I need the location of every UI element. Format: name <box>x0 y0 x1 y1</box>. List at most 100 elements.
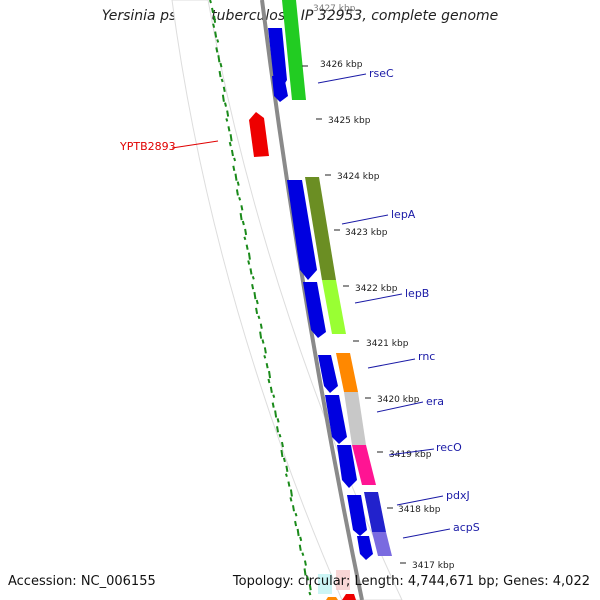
cds-arrow <box>357 536 373 560</box>
gc-tick <box>249 268 253 275</box>
gc-tick <box>263 354 267 359</box>
gene-label-rnc[interactable]: rnc <box>418 350 435 363</box>
gene-block-gray <box>344 392 366 445</box>
cds-arrow <box>303 282 326 338</box>
gc-tick <box>245 244 249 250</box>
gc-tick <box>287 481 291 487</box>
gc-tick <box>289 497 293 502</box>
gc-tick <box>251 284 255 290</box>
gc-tick <box>267 378 271 384</box>
kbp-label-3423: 3423 kbp <box>345 228 388 238</box>
gc-tick <box>306 576 310 581</box>
genome-stats: Topology: circular; Length: 4,744,671 bp… <box>232 574 590 589</box>
kbp-label-3424: 3424 kbp <box>337 172 380 182</box>
gc-tick <box>227 126 231 132</box>
gc-tick <box>215 47 219 53</box>
gene-labels: rseC YPTB2893 lepA lepB rnc era recO pdx… <box>119 67 480 539</box>
gene-label-era[interactable]: era <box>426 395 444 408</box>
kbp-label-3422: 3422 kbp <box>355 284 398 294</box>
gc-tick <box>222 86 226 93</box>
gene-block-olive <box>305 177 336 280</box>
gc-tick <box>241 220 245 226</box>
kbp-label-3419: 3419 kbp <box>389 450 432 460</box>
colored-gene-track <box>282 0 392 556</box>
gene-block-lime <box>322 280 346 334</box>
gene-label-recO[interactable]: recO <box>436 441 462 454</box>
gc-tick <box>251 275 255 280</box>
gc-tick <box>228 141 232 147</box>
gene-block-magenta <box>352 445 376 485</box>
gc-tick <box>240 205 244 211</box>
gc-tick <box>243 236 247 241</box>
gene-label-lepB[interactable]: lepB <box>405 287 429 300</box>
gc-tick <box>289 489 293 497</box>
gc-tick <box>298 544 302 551</box>
gc-tick <box>224 102 227 107</box>
gc-tick <box>276 426 280 433</box>
gc-tick <box>272 394 276 399</box>
gc-tick <box>216 39 220 43</box>
cds-arrow <box>347 495 367 536</box>
gene-block-lavender <box>372 532 392 556</box>
gc-tick <box>226 110 230 117</box>
cds-arrow <box>318 355 338 393</box>
gene-label-pdxJ[interactable]: pdxJ <box>446 489 470 502</box>
gene-YPTB2893-arrow <box>249 112 269 157</box>
gc-tick <box>261 339 265 344</box>
map-ring-band <box>171 0 403 600</box>
gc-tick <box>214 31 218 38</box>
cds-arrow <box>337 445 357 488</box>
gc-tick <box>274 410 278 418</box>
gc-tick <box>294 520 298 527</box>
gc-tick <box>292 505 295 512</box>
gc-tick <box>263 347 267 354</box>
kbp-label-3421: 3421 kbp <box>366 339 409 349</box>
gc-tick <box>230 149 234 157</box>
accession-label: Accession: NC_006155 <box>8 574 156 589</box>
gene-block-orange <box>336 353 358 392</box>
gc-tick <box>244 228 248 236</box>
gene-block-navy <box>364 492 386 532</box>
gc-tick <box>269 386 273 394</box>
kbp-label-3417: 3417 kbp <box>412 561 455 571</box>
gc-tick <box>259 331 263 339</box>
gene-label-lepA[interactable]: lepA <box>391 208 416 221</box>
gc-tick <box>282 457 286 463</box>
gc-tick <box>308 591 312 596</box>
gc-tick <box>213 15 217 23</box>
gc-tick <box>253 291 257 300</box>
gc-tick <box>303 568 307 576</box>
bottom-arrow-red <box>342 594 356 600</box>
cds-track <box>268 28 373 560</box>
cds-arrow <box>325 395 347 444</box>
kbp-scale: 3427 kbp 3426 kbp 3425 kbp 3424 kbp 3423… <box>302 4 455 571</box>
gc-tick <box>255 307 259 315</box>
gene-label-YPTB2893[interactable]: YPTB2893 <box>119 140 176 153</box>
gene-label-acpS[interactable]: acpS <box>453 521 480 534</box>
gene-block-green <box>282 0 306 100</box>
gc-tick <box>301 552 305 556</box>
gc-tick <box>308 584 312 591</box>
gc-tick <box>219 62 223 68</box>
gc-tick <box>211 7 215 14</box>
kbp-label-3418: 3418 kbp <box>398 505 441 515</box>
cds-arrow <box>268 28 287 88</box>
gc-tick <box>278 433 282 438</box>
gc-tick <box>285 465 289 472</box>
gc-tick <box>268 370 272 379</box>
gc-tick <box>294 512 298 517</box>
gc-content-track <box>209 0 314 600</box>
faint-gene-block <box>318 574 332 594</box>
gene-label-rseC[interactable]: rseC <box>369 67 394 80</box>
gc-tick <box>303 560 307 566</box>
gc-tick <box>276 418 280 423</box>
gc-tick <box>296 528 300 537</box>
gc-tick <box>284 473 288 478</box>
gc-tick <box>236 181 240 186</box>
gc-tick <box>238 197 242 201</box>
kbp-label-3425: 3425 kbp <box>328 116 371 126</box>
gc-tick <box>221 94 225 102</box>
gc-tick <box>212 23 216 28</box>
gc-tick <box>265 362 269 369</box>
